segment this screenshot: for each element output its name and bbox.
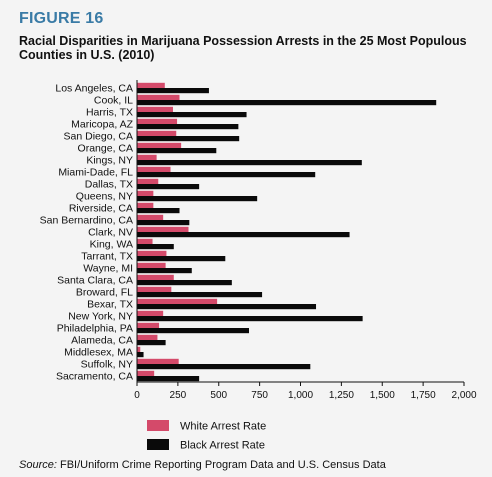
white-rate-bar	[137, 166, 171, 172]
category-label: Sacramento, CA	[56, 371, 133, 383]
x-tick-label: 1,750	[411, 390, 436, 401]
category-label: Broward, FL	[76, 287, 133, 299]
black-rate-bar	[137, 220, 190, 226]
white-rate-bar	[137, 358, 179, 364]
x-tick-label: 250	[170, 390, 187, 401]
black-rate-bar	[137, 352, 144, 358]
white-rate-bar	[137, 214, 164, 220]
x-tick-label: 0	[134, 390, 140, 401]
black-rate-bar	[137, 316, 363, 322]
black-rate-bar	[137, 136, 240, 142]
category-label: Queens, NY	[76, 191, 133, 203]
category-label: Bexar, TX	[87, 299, 133, 311]
figure-label: FIGURE 16	[19, 10, 104, 27]
category-label: San Bernardino, CA	[40, 215, 133, 227]
white-rate-bar	[137, 262, 166, 268]
white-rate-bar	[137, 118, 178, 124]
category-label: Tarrant, TX	[81, 251, 133, 263]
category-label: Suffolk, NY	[81, 359, 133, 371]
source-note: Source: FBI/Uniform Crime Reporting Prog…	[19, 459, 386, 471]
white-rate-bar	[137, 226, 189, 232]
legend-swatch-black	[147, 439, 169, 450]
black-rate-bar	[137, 160, 362, 166]
category-label: Alameda, CA	[71, 335, 133, 347]
category-label: Cook, IL	[94, 95, 133, 107]
x-tick-label: 1,250	[329, 390, 354, 401]
black-rate-bar	[137, 172, 316, 178]
category-label: Santa Clara, CA	[57, 275, 133, 287]
white-rate-bar	[137, 310, 164, 316]
white-rate-bar	[137, 190, 154, 196]
category-label: Kings, NY	[86, 155, 133, 167]
x-tick-label: 2,000	[451, 390, 476, 401]
x-tick-label: 750	[251, 390, 268, 401]
black-rate-bar	[137, 280, 232, 286]
white-rate-bar	[137, 370, 155, 376]
white-rate-bar	[137, 250, 167, 256]
source-text: FBI/Uniform Crime Reporting Program Data…	[59, 459, 386, 471]
black-rate-bar	[137, 328, 249, 334]
category-label: Maricopa, AZ	[71, 119, 133, 131]
legend-label: White Arrest Rate	[180, 421, 266, 433]
white-rate-bar	[137, 94, 180, 100]
category-label: Harris, TX	[86, 107, 133, 119]
black-rate-bar	[137, 112, 247, 118]
black-rate-bar	[137, 184, 200, 190]
legend-label: Black Arrest Rate	[180, 440, 265, 452]
category-label: Los Angeles, CA	[55, 83, 133, 95]
x-tick-label: 1,500	[370, 390, 395, 401]
black-rate-bar	[137, 244, 174, 250]
white-rate-bar	[137, 130, 177, 136]
black-rate-bar	[137, 100, 437, 106]
chart-title: Racial Disparities in Marijuana Possessi…	[19, 34, 467, 62]
black-rate-bar	[137, 124, 239, 130]
category-label: Orange, CA	[78, 143, 133, 155]
white-rate-bar	[137, 238, 153, 244]
black-rate-bar	[137, 364, 311, 370]
white-rate-bar	[137, 298, 218, 304]
black-rate-bar	[137, 256, 226, 262]
white-rate-bar	[137, 334, 158, 340]
category-label: Clark, NV	[88, 227, 133, 239]
white-rate-bar	[137, 274, 174, 280]
black-rate-bar	[137, 88, 209, 94]
white-rate-bar	[137, 346, 141, 352]
white-rate-bar	[137, 142, 182, 148]
black-rate-bar	[137, 304, 317, 310]
category-label: Miami-Dade, FL	[58, 167, 133, 179]
category-label: Middlesex, MA	[64, 347, 133, 359]
black-rate-bar	[137, 208, 180, 214]
black-rate-bar	[137, 232, 350, 238]
legend-swatch-white	[147, 420, 169, 431]
category-label: Dallas, TX	[85, 179, 133, 191]
black-rate-bar	[137, 148, 217, 154]
black-rate-bar	[137, 340, 166, 346]
black-rate-bar	[137, 196, 258, 202]
category-label: San Diego, CA	[64, 131, 133, 143]
white-rate-bar	[137, 82, 165, 88]
x-tick-label: 1,000	[288, 390, 313, 401]
white-rate-bar	[137, 322, 160, 328]
white-rate-bar	[137, 178, 159, 184]
white-rate-bar	[137, 202, 154, 208]
white-rate-bar	[137, 106, 173, 112]
black-rate-bar	[137, 268, 192, 274]
source-prefix: Source:	[19, 459, 57, 471]
category-label: New York, NY	[68, 311, 133, 323]
category-label: Riverside, CA	[69, 203, 133, 215]
x-tick-label: 500	[210, 390, 227, 401]
category-label: King, WA	[90, 239, 133, 251]
white-rate-bar	[137, 286, 172, 292]
category-label: Wayne, MI	[83, 263, 133, 275]
black-rate-bar	[137, 376, 200, 382]
black-rate-bar	[137, 292, 263, 298]
category-label: Philadelphia, PA	[57, 323, 133, 335]
white-rate-bar	[137, 154, 157, 160]
